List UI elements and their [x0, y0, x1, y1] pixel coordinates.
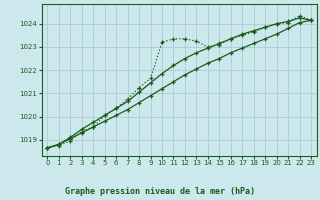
Text: Graphe pression niveau de la mer (hPa): Graphe pression niveau de la mer (hPa) [65, 187, 255, 196]
